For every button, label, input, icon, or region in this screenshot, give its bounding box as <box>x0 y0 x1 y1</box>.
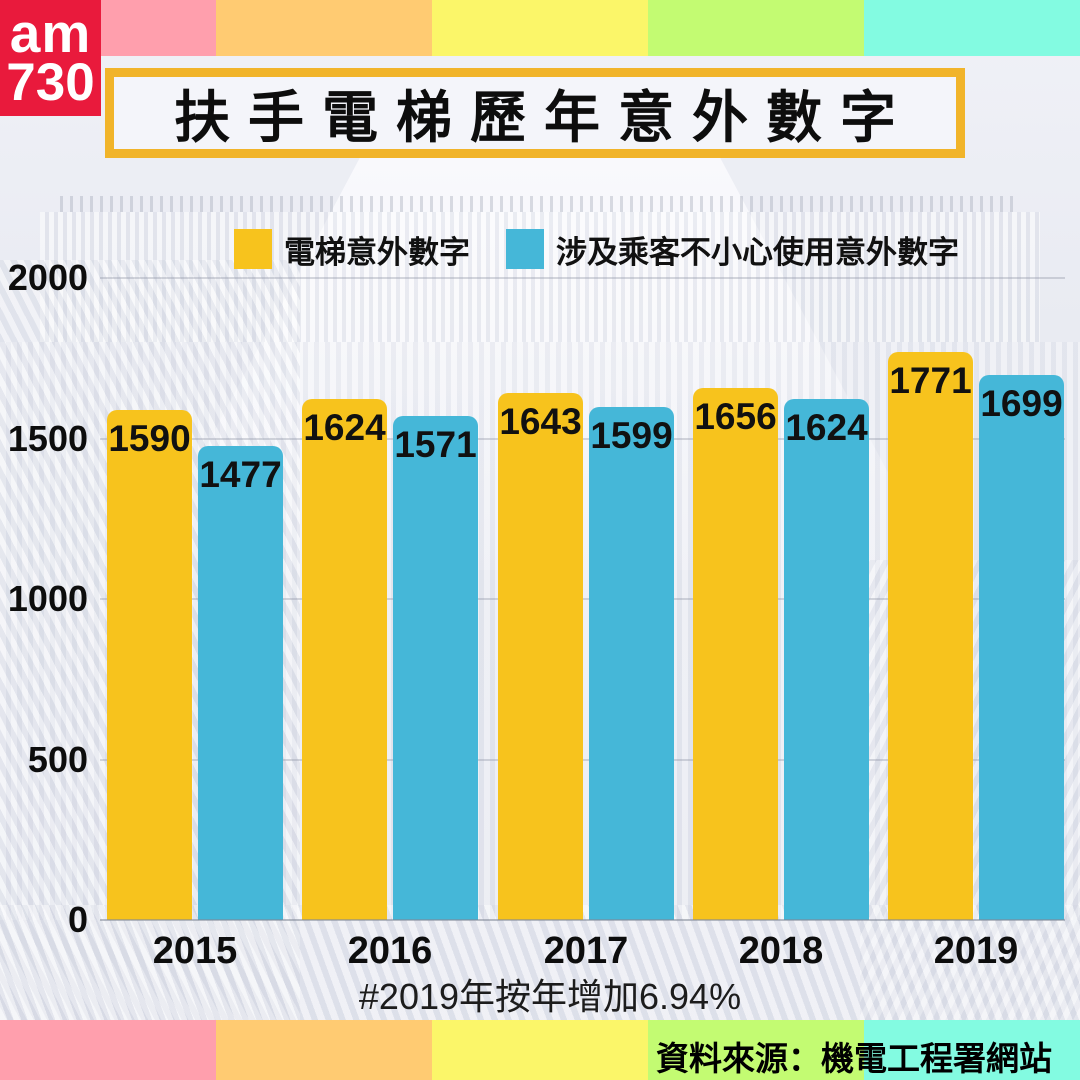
bar-2018-series0: 1656 <box>693 388 778 920</box>
am730-logo: am 730 <box>0 0 101 116</box>
bar-value-label: 1624 <box>303 406 386 448</box>
stripe-segment-2 <box>432 1020 648 1080</box>
bar-value-label: 1643 <box>499 400 582 442</box>
stripe-segment-1 <box>216 0 432 56</box>
logo-text-am: am <box>9 2 92 65</box>
bar-value-label: 1590 <box>108 417 191 459</box>
bar-value-label: 1699 <box>980 382 1063 424</box>
bar-value-label: 1477 <box>199 453 282 495</box>
stripe-segment-1 <box>216 1020 432 1080</box>
x-axis-label-2016: 2016 <box>347 930 433 972</box>
y-tick-label-500: 500 <box>27 738 88 780</box>
y-tick-label-2000: 2000 <box>7 257 88 298</box>
x-axis-label-2019: 2019 <box>933 930 1019 972</box>
y-tick-label-1000: 1000 <box>7 578 88 619</box>
legend-swatch-blue <box>506 229 544 269</box>
chart-legend: 電梯意外數字 涉及乘客不小心使用意外數字 <box>234 228 995 270</box>
bar-2015-series0: 1590 <box>107 409 192 920</box>
logo-text-730: 730 <box>6 52 95 112</box>
legend-label-escalator-accidents: 電梯意外數字 <box>284 234 470 270</box>
stripe-segment-3 <box>648 1020 864 1080</box>
x-axis-line <box>100 919 1065 921</box>
escalator-step-teeth <box>60 196 1020 212</box>
top-color-stripe <box>0 0 1080 56</box>
x-axis-label-2015: 2015 <box>152 930 238 972</box>
x-axis-label-2017: 2017 <box>543 930 629 972</box>
bar-2017-series0: 1643 <box>498 392 583 920</box>
y-tick-label-1500: 1500 <box>7 417 88 459</box>
data-source-text: 資料來源：機電工程署網站 <box>656 1040 1052 1077</box>
legend-swatch-yellow <box>234 229 272 269</box>
chart-footnote: #2019年按年增加6.94% <box>358 976 742 1017</box>
bar-value-label: 1571 <box>394 423 477 465</box>
bar-value-label: 1599 <box>590 414 673 456</box>
stripe-segment-3 <box>648 0 864 56</box>
stripe-segment-0 <box>0 1020 216 1080</box>
page-title: 扶手電梯歷年意外數字 <box>174 85 914 149</box>
stripe-segment-4 <box>864 0 1080 56</box>
gridline-2000 <box>100 277 1065 279</box>
y-tick-label-0: 0 <box>67 899 88 940</box>
bar-2018-series1: 1624 <box>784 398 869 920</box>
bar-2016-series1: 1571 <box>393 415 478 920</box>
x-axis-label-2018: 2018 <box>738 930 824 972</box>
bar-2019-series0: 1771 <box>888 351 973 920</box>
bar-2017-series1: 1599 <box>589 406 674 920</box>
bar-2015-series1: 1477 <box>198 445 283 920</box>
bottom-color-stripe <box>0 1020 1080 1080</box>
bar-value-label: 1624 <box>785 406 868 448</box>
bar-2019-series1: 1699 <box>979 374 1064 920</box>
stripe-segment-2 <box>432 0 648 56</box>
bar-value-label: 1771 <box>889 359 972 401</box>
title-box: 扶手電梯歷年意外數字 <box>105 68 965 158</box>
bar-2016-series0: 1624 <box>302 398 387 920</box>
legend-label-passenger-careless: 涉及乘客不小心使用意外數字 <box>556 234 959 270</box>
stripe-segment-4 <box>864 1020 1080 1080</box>
escalator-diagonal-bottom <box>0 905 1080 1020</box>
bar-value-label: 1656 <box>694 396 777 438</box>
